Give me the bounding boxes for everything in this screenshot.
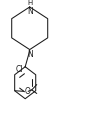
Text: O: O <box>24 87 30 96</box>
Text: N: N <box>27 50 33 59</box>
Text: H: H <box>27 0 32 6</box>
Text: Cl: Cl <box>16 65 23 74</box>
Text: N: N <box>27 7 33 16</box>
